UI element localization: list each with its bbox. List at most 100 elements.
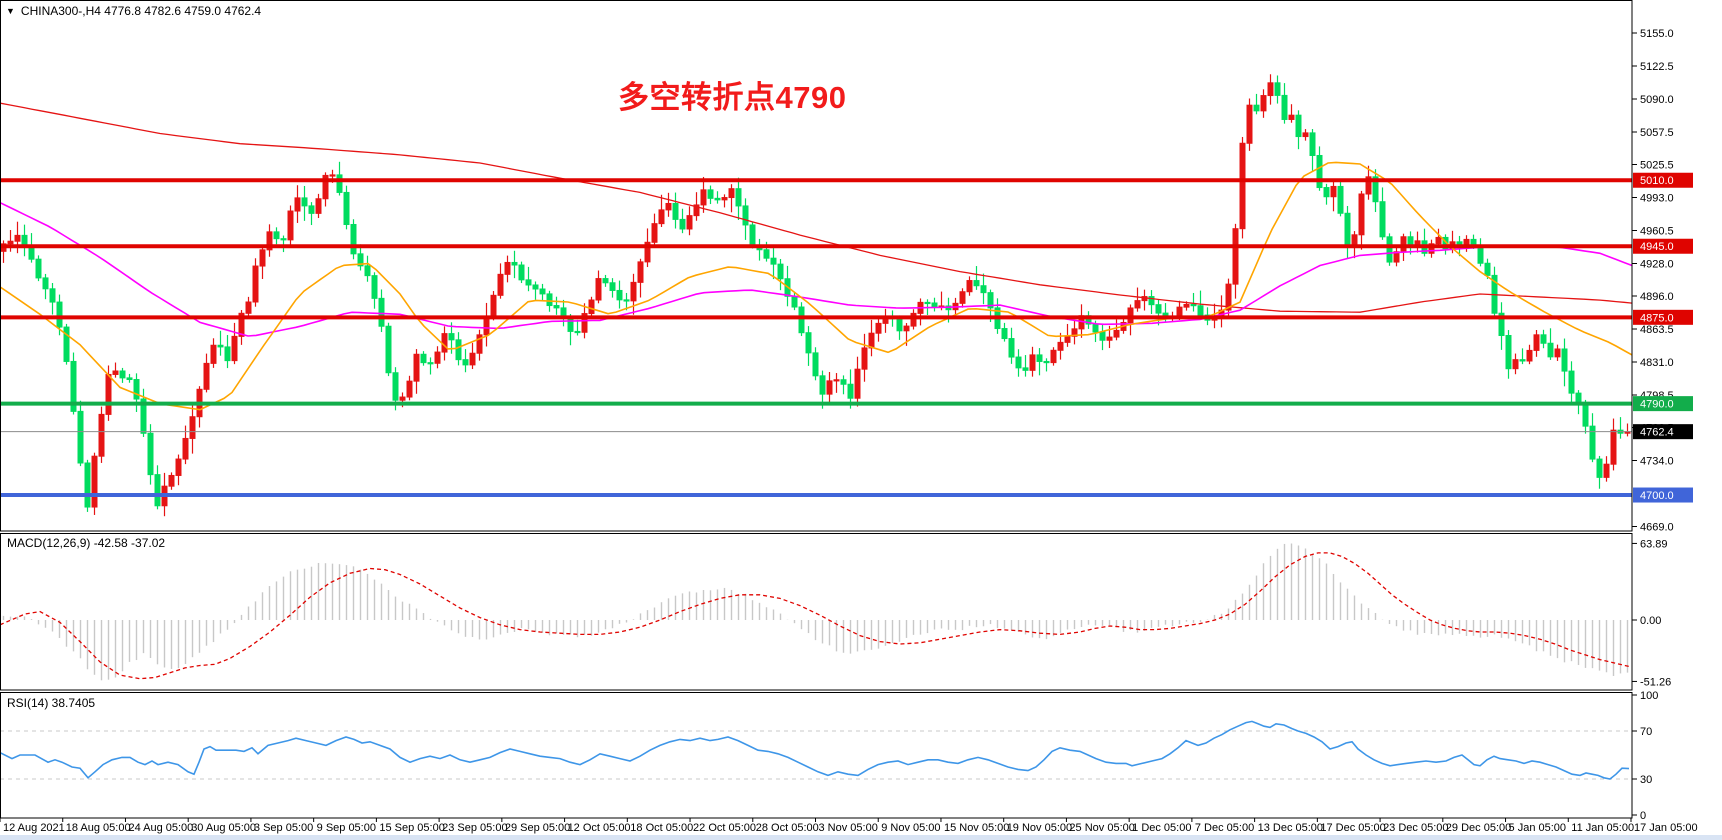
candle-body — [525, 279, 532, 286]
candle-body — [434, 351, 441, 364]
candle-body — [63, 326, 70, 362]
price-badge-5010.0 — [1633, 172, 1693, 188]
time-tick-label: 24 Aug 05:00 — [128, 822, 193, 834]
macd-tick-label: 0.00 — [1640, 615, 1661, 627]
candle-body — [1288, 114, 1295, 120]
time-tick-label: 12 Oct 05:00 — [568, 822, 631, 834]
symbol-dropdown-icon[interactable]: ▼ — [6, 5, 15, 16]
candle-body — [280, 238, 287, 241]
candle-body — [770, 257, 777, 265]
candle-body — [1323, 187, 1330, 198]
candle-body — [637, 261, 644, 283]
price-tick-label: 4896.0 — [1640, 291, 1674, 303]
candle-body — [294, 197, 301, 212]
candle-body — [1337, 185, 1344, 214]
candle-body — [980, 285, 987, 294]
time-tick-label: 12 Aug 2021 — [3, 822, 65, 834]
candle-body — [224, 346, 231, 362]
candle-body — [1610, 429, 1617, 465]
horizontal-level-lines[interactable] — [0, 178, 1632, 498]
time-tick-label: 18 Aug 05:00 — [66, 822, 131, 834]
price-badge-label: 4762.4 — [1640, 427, 1674, 439]
candle-body — [1092, 323, 1099, 333]
candle-body — [553, 305, 560, 309]
candle-body — [623, 299, 630, 302]
candle-body — [1512, 359, 1519, 370]
time-tick-label: 29 Sep 05:00 — [505, 822, 570, 834]
candle-body — [1015, 356, 1022, 369]
candle-body — [357, 253, 364, 267]
candle-body — [987, 292, 994, 309]
candle-body — [581, 313, 588, 333]
candle-body — [1477, 245, 1484, 264]
candle-body — [14, 234, 21, 242]
candle-body — [1260, 95, 1267, 112]
macd-tick-label: -51.26 — [1640, 676, 1671, 688]
candle-body — [1239, 142, 1246, 230]
candle-body — [392, 372, 399, 401]
candle-body — [840, 379, 847, 385]
price-axis[interactable]: 5155.0 5122.5 5090.0 5057.5 5025.5 4993.0 4960… — [1632, 28, 1693, 822]
candle-body — [441, 333, 448, 353]
candle-body — [490, 294, 497, 318]
price-tick-label: 4993.0 — [1640, 192, 1674, 204]
price-badge-label: 4790.0 — [1640, 399, 1674, 411]
price-tick-label: 4669.0 — [1640, 521, 1674, 533]
candle-body — [511, 261, 518, 266]
candle-body — [721, 197, 728, 201]
candle-body — [1386, 236, 1393, 263]
time-tick-label: 18 Oct 05:00 — [630, 822, 693, 834]
candle-body — [714, 197, 721, 201]
candle-body — [483, 316, 490, 336]
rsi-panel[interactable] — [0, 720, 1632, 780]
time-tick-label: 22 Oct 05:00 — [693, 822, 756, 834]
candle-body — [287, 210, 294, 241]
candle-body — [1099, 331, 1106, 341]
candle-body — [91, 455, 98, 508]
candle-body — [210, 344, 217, 364]
candle-body — [371, 275, 378, 299]
candle-body — [1393, 251, 1400, 263]
candle-body — [735, 188, 742, 207]
candle-body — [217, 344, 224, 348]
time-tick-label: 30 Aug 05:00 — [191, 822, 256, 834]
time-tick-label: 11 Jan 05:00 — [1571, 822, 1634, 834]
candle-body — [336, 174, 343, 193]
candle-body — [1036, 354, 1043, 362]
candle-body — [378, 297, 385, 327]
candle-body — [399, 396, 406, 401]
candle-body — [693, 204, 700, 217]
candle-body — [791, 295, 798, 308]
candle-body — [154, 474, 161, 507]
candle-body — [315, 198, 322, 214]
candle-body — [1274, 82, 1281, 96]
candle-body — [1498, 312, 1505, 336]
candle-body — [1197, 305, 1204, 316]
price-tick-label: 4831.0 — [1640, 357, 1674, 369]
candle-body — [329, 174, 336, 177]
macd-panel[interactable] — [0, 543, 1631, 681]
time-tick-label: 28 Oct 05:00 — [756, 822, 819, 834]
candle-body — [497, 273, 504, 296]
price-tick-label: 4734.0 — [1640, 455, 1674, 467]
time-tick-label: 17 Jan 05:00 — [1634, 822, 1698, 834]
candle-body — [112, 370, 119, 375]
main-price-panel[interactable] — [0, 74, 1632, 517]
candle-body — [861, 347, 868, 370]
candle-body — [546, 293, 553, 307]
candle-body — [1176, 306, 1183, 317]
rsi-tick-label: 30 — [1640, 774, 1652, 786]
candle-body — [189, 416, 196, 439]
ma-fast-orange-line — [1, 161, 1632, 411]
time-tick-label: 29 Dec 05:00 — [1446, 822, 1511, 834]
chart-text-annotation[interactable]: 多空转折点4790 — [618, 80, 847, 115]
candle-body — [84, 462, 91, 508]
candle-body — [322, 174, 329, 200]
candle-body — [77, 410, 84, 464]
candle-body — [238, 312, 245, 337]
candle-body — [1484, 262, 1491, 276]
time-tick-label: 15 Nov 05:00 — [944, 822, 1009, 834]
